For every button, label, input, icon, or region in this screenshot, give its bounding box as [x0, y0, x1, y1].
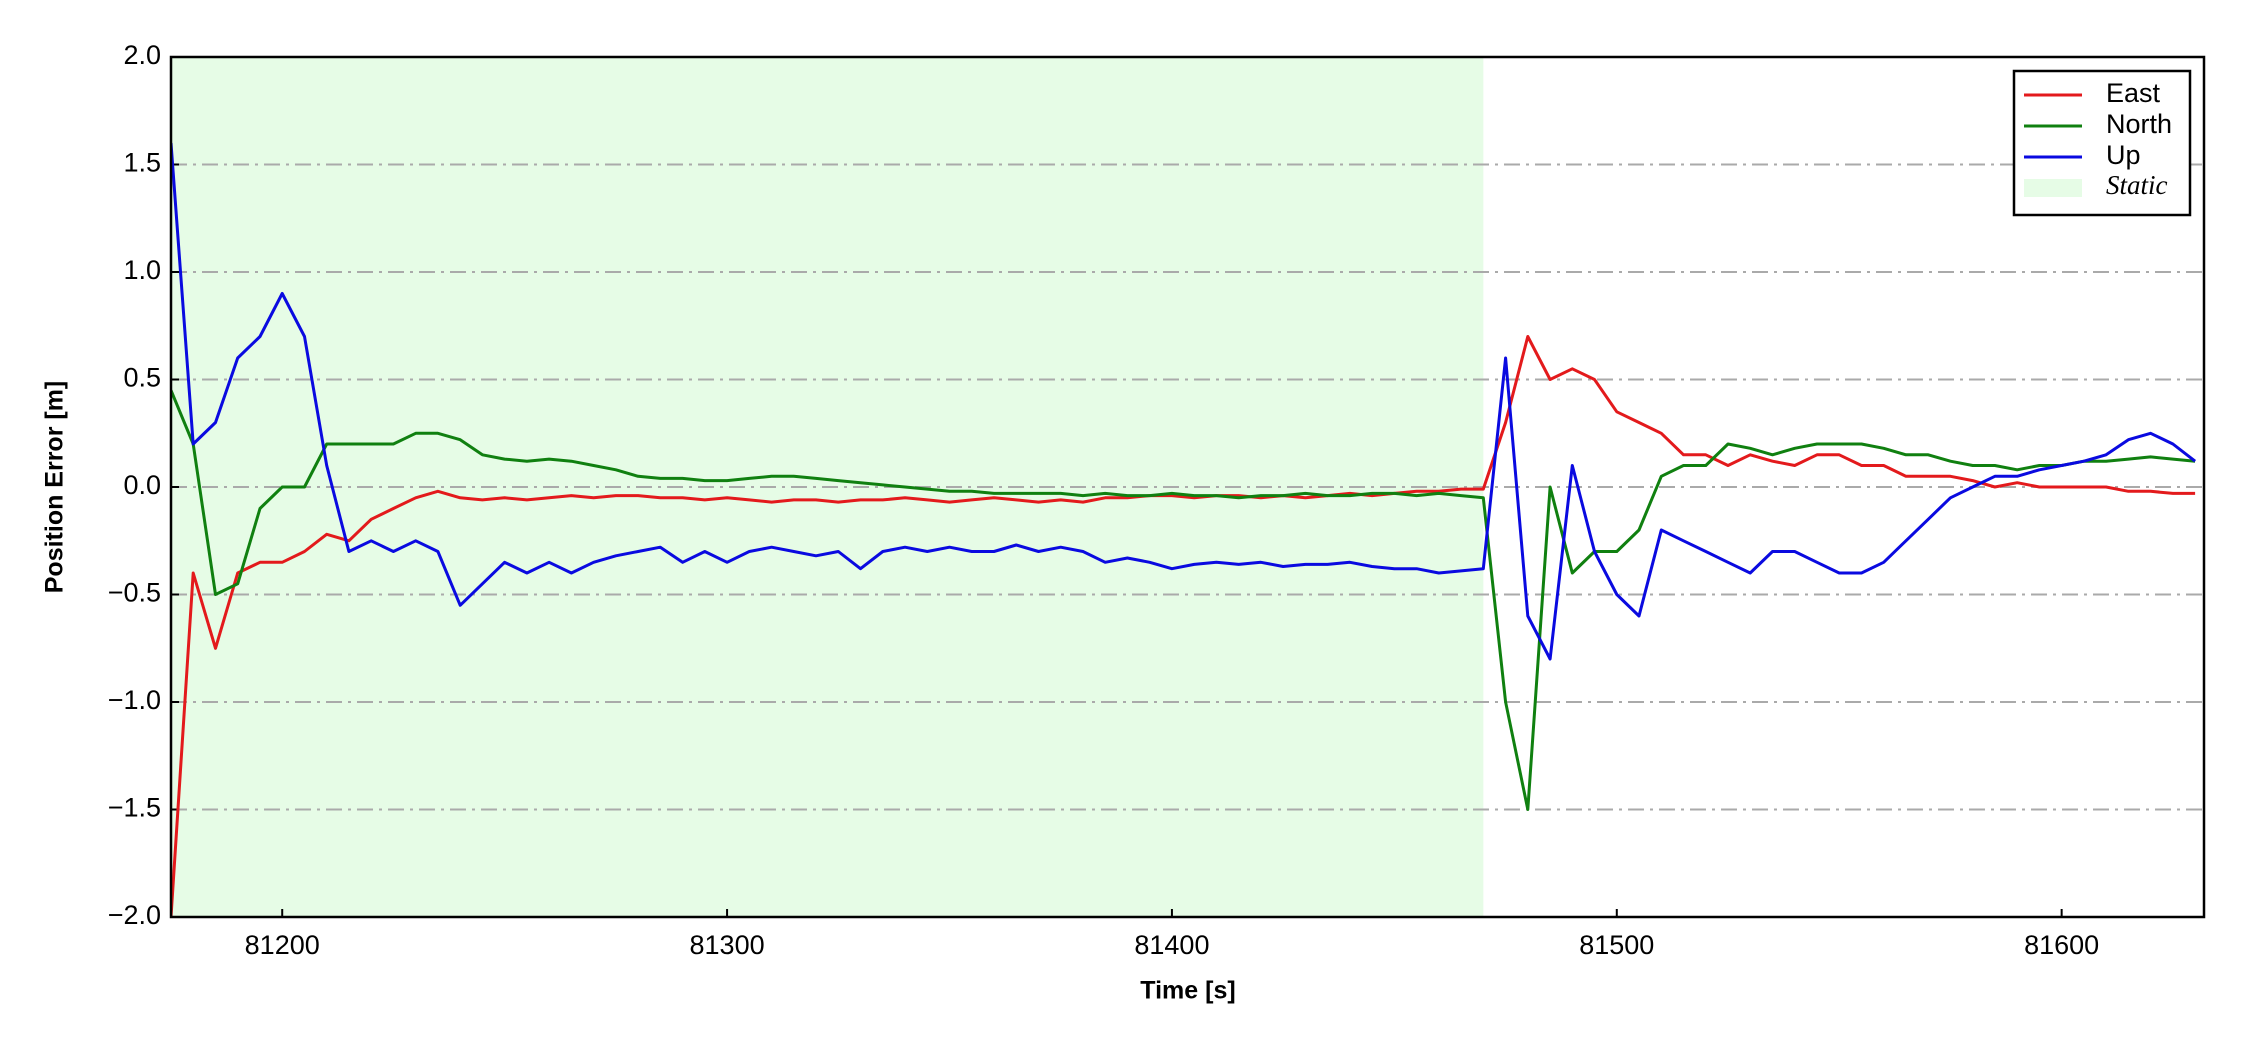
legend-label: Up	[2106, 140, 2141, 170]
y-tick-label: 1.5	[123, 148, 161, 178]
y-tick-label: −1.5	[108, 793, 161, 823]
x-axis-label: Time [s]	[1140, 977, 1235, 1005]
x-tick-label: 81500	[1579, 930, 1654, 960]
y-tick-label: 0.0	[123, 470, 161, 500]
series-line	[171, 335, 2196, 917]
y-axis-label: Position Error [m]	[41, 381, 69, 594]
legend-swatch	[2024, 179, 2082, 197]
y-tick-label: 1.0	[123, 255, 161, 285]
series-line	[171, 142, 2197, 661]
y-tick-label: −0.5	[108, 578, 161, 608]
y-tick-label: −1.0	[108, 685, 161, 715]
x-tick-label: 81600	[2024, 930, 2099, 960]
legend-label: East	[2106, 78, 2161, 108]
x-tick-label: 81400	[1134, 930, 1209, 960]
x-tick-label: 81200	[245, 930, 320, 960]
legend-label: North	[2106, 109, 2172, 139]
y-tick-label: 0.5	[123, 363, 161, 393]
x-tick-label: 81300	[690, 930, 765, 960]
series-line	[171, 389, 2196, 811]
legend-label: Static	[2106, 170, 2168, 200]
y-tick-label: 2.0	[123, 40, 161, 70]
plot-frame	[169, 55, 2206, 919]
y-tick-label: −2.0	[108, 900, 161, 930]
